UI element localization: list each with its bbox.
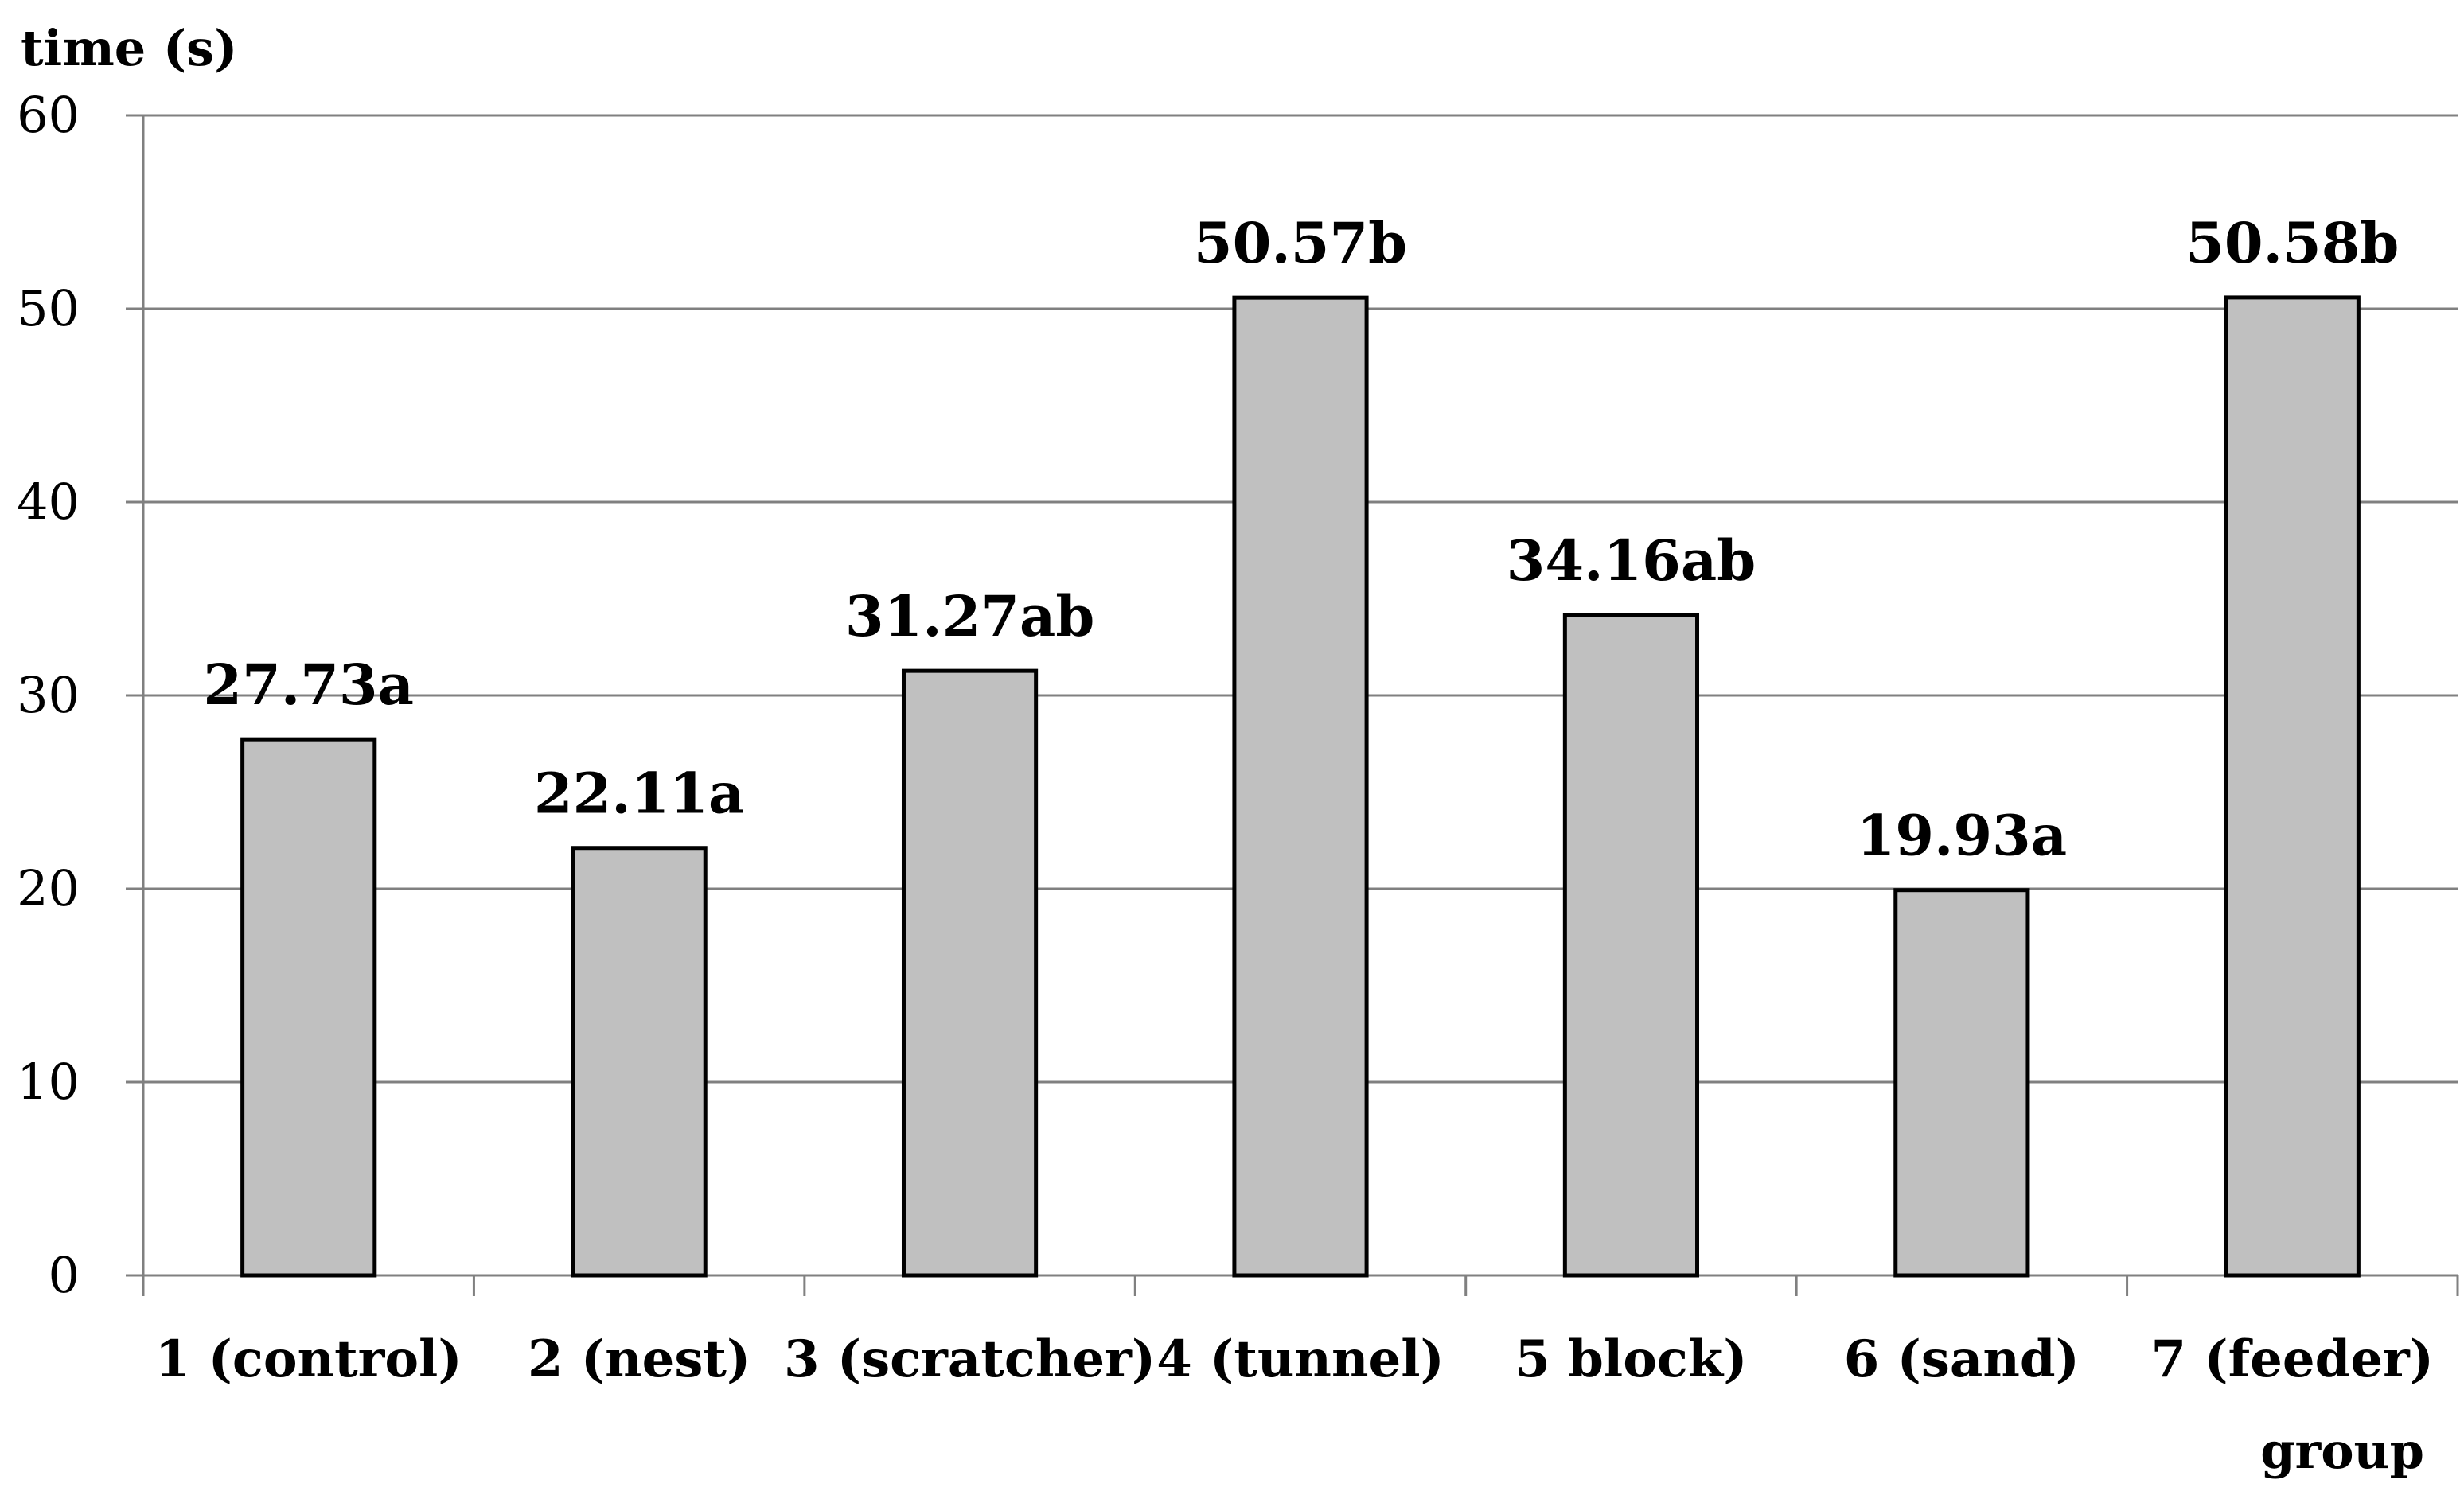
x-tick-label: 3 (scratcher)	[784, 1330, 1156, 1389]
x-tick-label: 7 (feeder)	[2151, 1330, 2435, 1389]
bar	[571, 846, 708, 1278]
y-tick-label: 60	[17, 86, 80, 144]
data-label: 50.57b	[1194, 210, 1407, 276]
x-tick-label: 4 (tunnel)	[1156, 1330, 1444, 1389]
bars	[240, 295, 2361, 1278]
bar	[2224, 295, 2361, 1278]
x-tick-label: 5 block)	[1515, 1330, 1747, 1389]
y-tick-label: 30	[17, 666, 80, 724]
data-label: 19.93a	[1857, 803, 2068, 869]
x-tick-label: 6 (sand)	[1844, 1330, 2080, 1389]
bar	[240, 737, 377, 1278]
data-label: 22.11a	[534, 761, 745, 827]
x-axis-title: group	[2260, 1422, 2424, 1480]
data-label: 31.27ab	[845, 583, 1095, 649]
y-tick-label: 50	[17, 279, 80, 337]
data-label: 34.16ab	[1507, 528, 1756, 594]
data-label: 27.73a	[203, 652, 414, 718]
y-tick-label: 0	[49, 1246, 80, 1304]
bar	[1893, 888, 2030, 1278]
y-axis-title: time (s)	[21, 19, 237, 77]
y-tick-label: 40	[17, 473, 80, 531]
x-tick-label: 1 (control)	[155, 1330, 462, 1389]
bar	[1232, 295, 1369, 1278]
y-tick-label: 10	[17, 1053, 80, 1111]
x-tick-label: 2 (nest)	[528, 1330, 751, 1389]
y-tick-label: 20	[17, 859, 80, 917]
labels: 0 10 20 30 40 50 60 27.73a 1 (control) 22.11a 2 (n…	[17, 86, 2434, 1389]
bar	[1562, 613, 1700, 1278]
bar	[901, 668, 1039, 1278]
data-label: 50.58b	[2185, 210, 2399, 276]
